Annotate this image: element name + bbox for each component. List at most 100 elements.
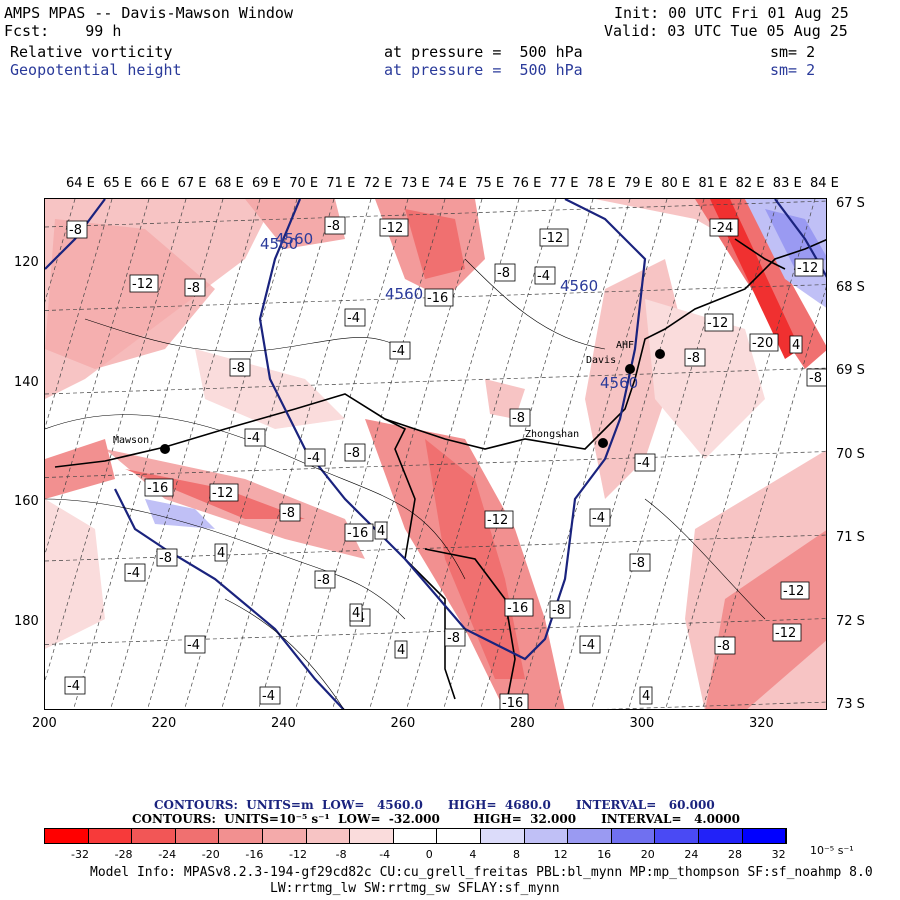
vorticity-label: -12 xyxy=(212,486,233,501)
vorticity-label-box xyxy=(64,676,86,695)
vorticity-label-box xyxy=(534,266,556,285)
vorticity-label-box xyxy=(789,335,803,354)
vorticity-label: -8 xyxy=(809,371,822,386)
colorbar-tick-label: 0 xyxy=(425,848,433,861)
colorbar-tick-label: -20 xyxy=(201,848,220,861)
station-label: Davis xyxy=(586,355,616,366)
field2-name: Geopotential height xyxy=(10,61,182,79)
lon-label: 68 E xyxy=(214,176,244,191)
forecast-hour: Fcst: 99 h xyxy=(4,22,122,40)
y-tick-label: 120 xyxy=(14,255,39,270)
colorbar-swatch xyxy=(393,829,438,843)
x-tick-label: 300 xyxy=(629,716,655,731)
y-tick-label: 180 xyxy=(14,613,39,629)
vorticity-label-box xyxy=(259,686,281,705)
vorticity-label: -4 xyxy=(67,679,80,694)
vorticity-label: -4 xyxy=(392,344,405,359)
vorticity-label-box xyxy=(484,510,514,529)
vorticity-label: -8 xyxy=(282,506,295,521)
vorticity-contour-info: CONTOURS: UNITS=10⁻⁵ s⁻¹ LOW= -32.000 HI… xyxy=(132,812,740,826)
colorbar-tick-label: -4 xyxy=(379,848,391,861)
vorticity-label-box xyxy=(389,341,411,360)
parallel-line xyxy=(45,618,826,645)
lat-label: 67 S xyxy=(836,196,865,211)
lat-label: 68 S xyxy=(836,279,865,295)
height-contour-info: CONTOURS: UNITS=m LOW= 4560.0 HIGH= 4680… xyxy=(154,798,715,812)
vorticity-label: -8 xyxy=(317,573,330,588)
vorticity-label-box xyxy=(184,635,206,654)
vorticity-label: -4 xyxy=(347,311,360,326)
vorticity-label-box xyxy=(539,228,569,247)
meridian-line xyxy=(628,199,779,709)
vorticity-label: -16 xyxy=(347,526,368,541)
colorbar-swatch xyxy=(524,829,569,843)
vorticity-label-box xyxy=(129,274,159,293)
colorbar-tick-label: -24 xyxy=(158,848,177,861)
vorticity-label-box xyxy=(344,308,366,327)
vorticity-label-box xyxy=(444,628,466,647)
station-marker xyxy=(598,438,608,448)
vorticity-label-box xyxy=(639,686,653,705)
colorbar-tick-label: 8 xyxy=(513,848,520,861)
meridian-line xyxy=(184,199,335,709)
vorticity-label: -8 xyxy=(232,361,245,376)
colorbar-tick-label: -16 xyxy=(245,848,264,861)
vorticity-label: -24 xyxy=(712,221,733,236)
vorticity-label: -4 xyxy=(187,638,200,653)
field1-level: at pressure = 500 hPa xyxy=(384,43,583,61)
vorticity-label: -8 xyxy=(687,351,700,366)
station-label: Mawson xyxy=(113,435,149,446)
vorticity-label: -12 xyxy=(707,316,728,331)
vorticity-label-box xyxy=(344,443,366,462)
vorticity-label-box xyxy=(772,623,802,642)
lon-label: 72 E xyxy=(363,176,393,191)
colorbar-swatch xyxy=(742,829,787,843)
colorbar-swatch xyxy=(480,829,525,843)
vorticity-label: -20 xyxy=(752,336,773,351)
lon-label: 81 E xyxy=(698,176,728,191)
meridian-line xyxy=(295,199,446,709)
vorticity-contours xyxy=(45,258,766,709)
vorticity-label: -4 xyxy=(127,566,140,581)
vorticity-map: Mawson Davis Zhongshan AHF -8 -8 -12 -12 -8 -4 -1… xyxy=(44,198,827,710)
colorbar-tick-label: -12 xyxy=(289,848,307,861)
map-title: AMPS MPAS -- Davis-Mawson Window xyxy=(4,4,293,22)
lat-label: 71 S xyxy=(836,530,865,545)
parallel-line xyxy=(45,200,826,228)
vorticity-label-box xyxy=(504,598,534,617)
height-label: 4560 xyxy=(560,277,598,295)
vorticity-label-box xyxy=(704,313,734,332)
parallel-line xyxy=(45,451,826,478)
parallel-line xyxy=(45,367,826,395)
vorticity-label-box xyxy=(344,523,374,542)
vorticity-label-box xyxy=(549,600,571,619)
lon-label: 76 E xyxy=(512,176,542,191)
meridian-line xyxy=(369,199,520,709)
colorbar-swatch xyxy=(219,829,263,843)
lon-label: 69 E xyxy=(252,176,281,191)
colorbar-swatch xyxy=(350,829,394,843)
vorticity-label: -8 xyxy=(447,631,460,646)
vorticity-label-box xyxy=(349,603,363,622)
vorticity-label-box xyxy=(124,563,146,582)
vorticity-label: -4 xyxy=(592,511,605,526)
vorticity-shading xyxy=(45,199,826,709)
meridian-line xyxy=(591,199,742,709)
meridian-line xyxy=(110,199,261,709)
field2-level: at pressure = 500 hPa xyxy=(384,61,583,79)
lon-label: 77 E xyxy=(549,176,579,191)
colorbar-swatch xyxy=(611,829,656,843)
lat-label: 69 S xyxy=(836,363,865,378)
parallel-line xyxy=(45,534,826,562)
height-label: 4560 xyxy=(600,374,638,392)
lon-label: 79 E xyxy=(624,176,653,191)
vorticity-label-box xyxy=(509,408,531,427)
x-tick-label: 260 xyxy=(390,716,416,731)
lon-label: 82 E xyxy=(735,176,765,191)
meridian-line xyxy=(147,199,298,709)
vorticity-label-box xyxy=(424,288,454,307)
vorticity-label-box xyxy=(156,548,178,567)
x-tick-label: 240 xyxy=(271,716,296,731)
vorticity-label: 4 xyxy=(642,689,650,704)
vorticity-label: -12 xyxy=(797,261,818,276)
